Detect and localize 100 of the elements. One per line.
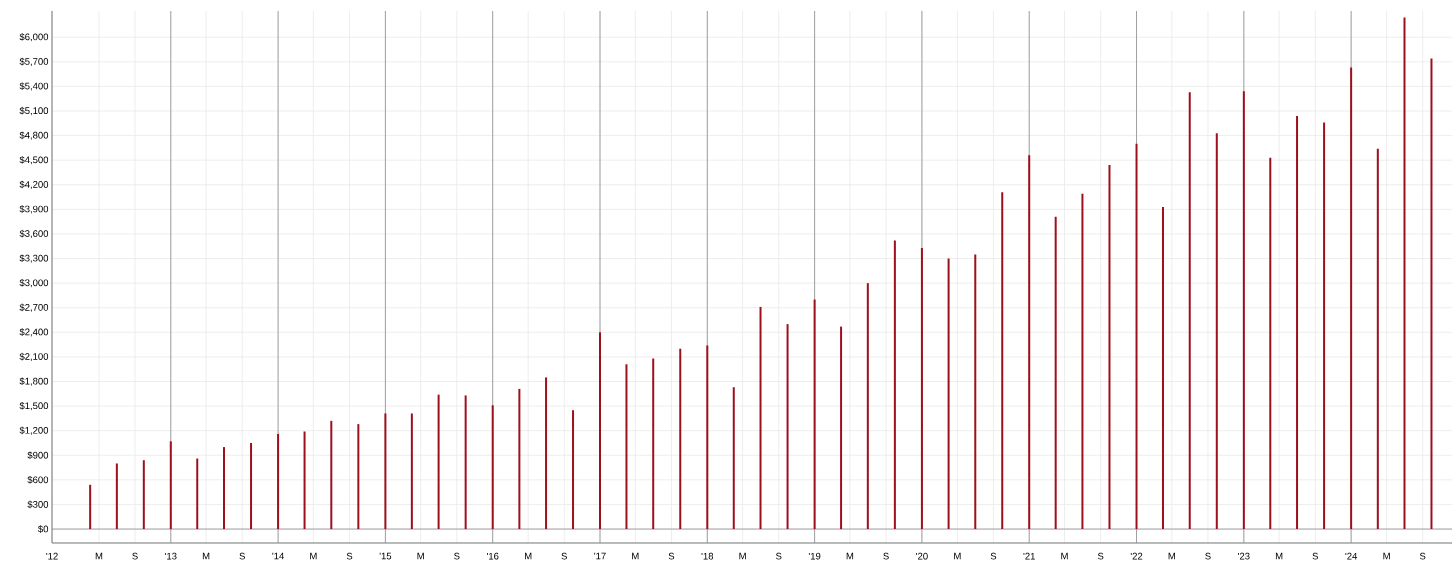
- x-tick-label: '15: [379, 552, 392, 560]
- x-tick-label: '18: [701, 552, 714, 560]
- y-tick-label: $4,800: [19, 131, 49, 140]
- x-tick-label: S: [454, 552, 460, 560]
- x-tick-label: S: [668, 552, 675, 560]
- y-tick-label: $3,000: [19, 279, 49, 288]
- x-tick-label: S: [1419, 552, 1426, 560]
- x-tick-label: '20: [916, 552, 928, 560]
- bar: [142, 460, 145, 530]
- bar: [115, 463, 118, 530]
- y-tick-label: $5,700: [19, 57, 49, 66]
- y-tick-label: $4,200: [19, 180, 49, 189]
- y-tick-label: $0: [38, 525, 49, 533]
- bar: [410, 413, 413, 530]
- bar: [947, 258, 950, 530]
- bar: [625, 364, 628, 530]
- x-tick-label: S: [346, 552, 353, 560]
- bar: [1323, 122, 1326, 530]
- bar: [330, 420, 333, 530]
- bar: [652, 358, 655, 530]
- x-tick-label: M: [310, 552, 317, 560]
- bar: [813, 299, 816, 530]
- y-tick-label: $600: [27, 476, 49, 484]
- bar: [89, 484, 92, 530]
- x-tick-label: S: [1097, 552, 1104, 560]
- x-tick-label: S: [1205, 552, 1211, 560]
- bar: [1108, 165, 1111, 530]
- bar: [1430, 58, 1433, 530]
- bar: [1028, 155, 1031, 530]
- x-tick-label: M: [1061, 552, 1068, 560]
- x-tick-label: '12: [46, 552, 58, 560]
- bar: [840, 326, 843, 530]
- bar: [1001, 192, 1004, 530]
- y-tick-label: $5,100: [19, 106, 49, 116]
- x-tick-label: S: [1312, 552, 1318, 560]
- bar: [866, 283, 869, 530]
- y-tick-label: $3,300: [19, 254, 49, 263]
- x-tick-label: '16: [487, 552, 499, 560]
- bar: [1242, 91, 1245, 530]
- bar: [1161, 206, 1164, 530]
- x-tick-label: S: [132, 552, 138, 560]
- bar: [491, 405, 494, 530]
- bar: [759, 306, 762, 530]
- y-tick-label: $1,500: [19, 401, 49, 411]
- x-tick-label: S: [776, 552, 782, 560]
- x-tick-label: '24: [1345, 552, 1358, 560]
- bar: [250, 442, 253, 530]
- x-tick-label: S: [239, 552, 245, 560]
- x-tick-label: S: [990, 552, 997, 560]
- bar: [893, 240, 896, 530]
- bar: [1054, 216, 1057, 530]
- x-tick-label: M: [95, 552, 103, 560]
- y-tick-label: $900: [27, 451, 49, 460]
- x-tick-label: M: [846, 552, 854, 560]
- x-tick-label: M: [1383, 552, 1390, 560]
- x-tick-label: '17: [594, 552, 606, 560]
- bar: [464, 395, 467, 530]
- y-tick-label: $2,700: [19, 303, 49, 312]
- bar: [1269, 157, 1272, 530]
- bar: [974, 254, 977, 530]
- y-tick-label: $2,100: [19, 352, 49, 362]
- bar: [1376, 148, 1379, 530]
- bar: [679, 348, 682, 530]
- y-tick-label: $1,200: [19, 426, 49, 435]
- bar: [223, 447, 225, 530]
- y-tick-label: $3,600: [19, 229, 49, 239]
- bar: [357, 424, 360, 530]
- x-tick-label: M: [1275, 552, 1283, 560]
- bar: [572, 410, 575, 530]
- x-tick-label: S: [883, 552, 889, 560]
- x-tick-label: M: [739, 552, 746, 560]
- y-tick-label: $2,400: [19, 328, 49, 337]
- x-tick-label: M: [954, 552, 961, 560]
- y-tick-label: $300: [27, 500, 49, 509]
- y-tick-label: $4,500: [19, 156, 49, 165]
- bar: [196, 458, 199, 530]
- bar: [384, 413, 387, 530]
- bar: [1296, 115, 1299, 530]
- x-tick-label: M: [202, 552, 210, 560]
- x-tick-label: S: [561, 552, 567, 560]
- bar: [1350, 67, 1353, 530]
- y-tick-label: $5,400: [19, 82, 49, 91]
- x-tick-label: '23: [1238, 552, 1250, 560]
- x-tick-label: '13: [165, 552, 177, 560]
- bar: [1215, 133, 1218, 530]
- bar: [1188, 92, 1191, 530]
- x-tick-label: M: [417, 552, 424, 560]
- x-tick-label: '19: [808, 552, 821, 560]
- bar: [732, 387, 735, 530]
- bar: [786, 324, 789, 530]
- bar: [545, 377, 548, 530]
- x-tick-label: M: [632, 552, 639, 560]
- bar: [1135, 143, 1138, 530]
- bar: [303, 431, 306, 530]
- y-tick-label: $6,000: [19, 33, 49, 42]
- y-tick-label: $1,800: [19, 377, 49, 386]
- bar: [518, 388, 521, 530]
- x-tick-label: '22: [1130, 552, 1143, 560]
- x-tick-label: '14: [272, 552, 284, 560]
- bar: [920, 247, 923, 530]
